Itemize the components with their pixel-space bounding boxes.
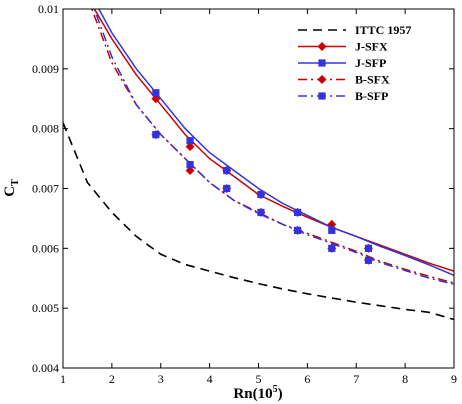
series-2-point-5 [328, 226, 336, 234]
series-2-point-4 [294, 208, 302, 217]
series-2-point-3 [257, 190, 265, 199]
legend-item-0: ITTC 1957 [298, 23, 411, 37]
legend-marker-1 [317, 42, 327, 51]
series-2-point-1 [186, 137, 194, 145]
series-line-4 [93, 9, 454, 285]
series-0 [63, 122, 454, 321]
y-tick-label-1: 0.005 [32, 301, 59, 315]
legend-label-3: B-SFX [355, 73, 390, 87]
x-tick-label-8: 9 [451, 372, 457, 386]
x-tick-label-5: 6 [304, 372, 310, 386]
x-tick-label-2: 3 [158, 372, 164, 386]
series-1-point-1 [185, 142, 195, 152]
y-tick-label-3: 0.007 [32, 182, 59, 196]
x-tick-label-0: 1 [60, 372, 66, 386]
legend-label-2: J-SFP [355, 56, 386, 70]
legend-label-4: B-SFP [355, 89, 388, 103]
x-axis-title: Rn(105) [233, 384, 282, 402]
x-tick-label-1: 2 [109, 372, 115, 386]
series-line-1 [93, 9, 454, 272]
legend-marker-2 [318, 59, 326, 67]
legend-marker-4 [318, 92, 326, 100]
series-4-point-0 [152, 131, 160, 139]
y-tick-label-5: 0.009 [32, 62, 59, 76]
series-4-point-1 [186, 160, 194, 169]
series-layer [63, 9, 454, 321]
x-tick-label-6: 7 [353, 372, 359, 386]
series-2-point-6 [364, 244, 373, 252]
series-4-point-3 [257, 208, 265, 217]
series-4-point-4 [294, 226, 302, 234]
series-line-2 [97, 9, 454, 276]
ticks-layer: 1 2 3 4 5 6 7 8 9 0.004 0.005 0.006 0.007 0.008 0.009 0… [32, 2, 457, 386]
x-tick-label-7: 8 [402, 372, 408, 386]
legend-label-0: ITTC 1957 [355, 23, 411, 37]
y-axis-title: CT [2, 179, 21, 197]
legend-item-4: B-SFP [298, 89, 388, 103]
legend: ITTC 1957 J-SFX J-SFP B-SFX B-SFP [298, 23, 411, 103]
series-3-point-1 [185, 166, 195, 176]
legend-marker-3 [317, 75, 327, 84]
y-tick-label-0: 0.004 [32, 361, 59, 375]
legend-item-2: J-SFP [298, 56, 386, 70]
y-tick-label-6: 0.01 [38, 2, 59, 16]
series-2-point-0 [152, 89, 160, 97]
series-4-point-6 [364, 256, 373, 264]
series-3 [91, 9, 454, 284]
legend-item-3: B-SFX [298, 73, 390, 87]
series-line-3 [91, 9, 454, 284]
legend-item-1: J-SFX [298, 40, 388, 54]
series-1 [93, 9, 454, 272]
series-4-point-5 [328, 244, 336, 252]
series-4-point-2 [223, 184, 231, 193]
series-2 [97, 9, 454, 276]
legend-label-1: J-SFX [355, 40, 388, 54]
x-tick-label-4: 5 [256, 372, 262, 386]
series-2-point-2 [223, 166, 231, 175]
y-tick-label-2: 0.006 [32, 241, 59, 255]
y-tick-label-4: 0.008 [32, 122, 59, 136]
series-line-0 [63, 122, 454, 321]
series-4 [93, 9, 454, 285]
x-tick-label-3: 4 [207, 372, 213, 386]
